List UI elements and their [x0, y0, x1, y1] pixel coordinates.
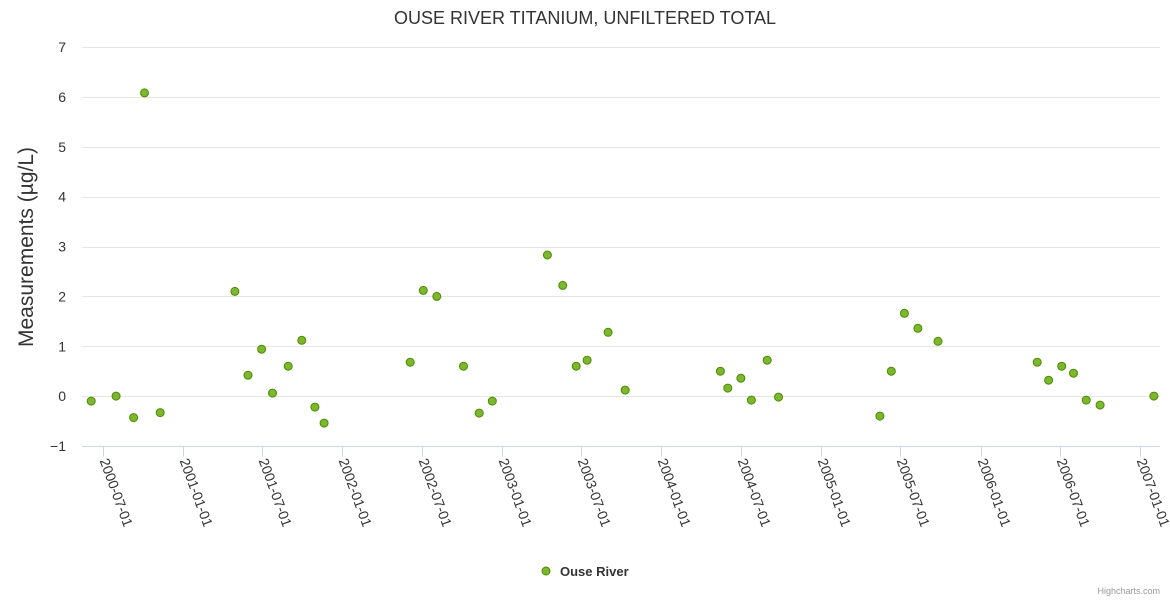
- credits-link[interactable]: Highcharts.com: [1097, 586, 1160, 596]
- data-point[interactable]: [268, 388, 277, 398]
- data-point[interactable]: [736, 373, 746, 383]
- legend-item-ouse-river[interactable]: Ouse River: [560, 564, 629, 579]
- data-point[interactable]: [723, 383, 733, 393]
- data-point[interactable]: [487, 396, 497, 406]
- chart-title: OUSE RIVER TITANIUM, UNFILTERED TOTAL: [394, 8, 776, 28]
- y-axis-label: Measurements (µg/L): [15, 147, 38, 347]
- data-point[interactable]: [1032, 357, 1042, 367]
- data-point[interactable]: [1081, 395, 1091, 405]
- data-point[interactable]: [432, 291, 442, 301]
- data-point[interactable]: [111, 391, 121, 401]
- data-point[interactable]: [405, 357, 415, 367]
- data-point[interactable]: [762, 355, 772, 365]
- data-point[interactable]: [283, 361, 293, 371]
- data-point[interactable]: [603, 327, 613, 337]
- data-point[interactable]: [474, 408, 484, 418]
- data-point[interactable]: [1044, 375, 1054, 385]
- data-points: [86, 88, 1159, 428]
- data-point[interactable]: [418, 285, 428, 295]
- data-point[interactable]: [542, 250, 552, 260]
- y-tick-label: 3: [58, 239, 66, 255]
- data-point[interactable]: [1069, 368, 1078, 378]
- data-point[interactable]: [875, 411, 885, 421]
- y-tick-label: 0: [58, 388, 66, 404]
- data-point[interactable]: [86, 396, 96, 406]
- data-point[interactable]: [571, 361, 581, 371]
- y-tick-label: 2: [58, 288, 66, 304]
- data-point[interactable]: [257, 344, 267, 354]
- y-tick-label: 7: [58, 39, 66, 55]
- data-point[interactable]: [155, 408, 165, 418]
- legend[interactable]: Ouse River: [541, 564, 629, 579]
- data-point[interactable]: [319, 418, 329, 428]
- data-point[interactable]: [1057, 361, 1067, 371]
- y-tick-label: −1: [50, 438, 66, 454]
- data-point[interactable]: [140, 88, 149, 98]
- y-tick-label: 1: [58, 338, 66, 354]
- legend-marker-icon: [541, 566, 551, 576]
- data-point[interactable]: [715, 366, 725, 376]
- data-point[interactable]: [129, 413, 139, 423]
- data-point[interactable]: [933, 336, 943, 346]
- y-tick-label: 4: [58, 189, 66, 205]
- y-tick-label: 5: [58, 139, 66, 155]
- data-point[interactable]: [746, 395, 756, 405]
- data-point[interactable]: [620, 385, 630, 395]
- data-point[interactable]: [886, 366, 896, 376]
- data-point[interactable]: [310, 402, 320, 412]
- y-tick-label: 6: [58, 89, 66, 105]
- data-point[interactable]: [558, 280, 568, 290]
- data-point[interactable]: [582, 355, 592, 365]
- data-point[interactable]: [230, 286, 240, 296]
- data-point[interactable]: [459, 361, 468, 371]
- data-point[interactable]: [243, 370, 253, 380]
- data-point[interactable]: [774, 392, 783, 402]
- data-point[interactable]: [297, 335, 307, 345]
- data-point[interactable]: [1149, 391, 1159, 401]
- data-point[interactable]: [913, 323, 923, 333]
- grid-lines: [82, 47, 1160, 397]
- data-point[interactable]: [1095, 400, 1105, 410]
- data-point[interactable]: [899, 308, 909, 318]
